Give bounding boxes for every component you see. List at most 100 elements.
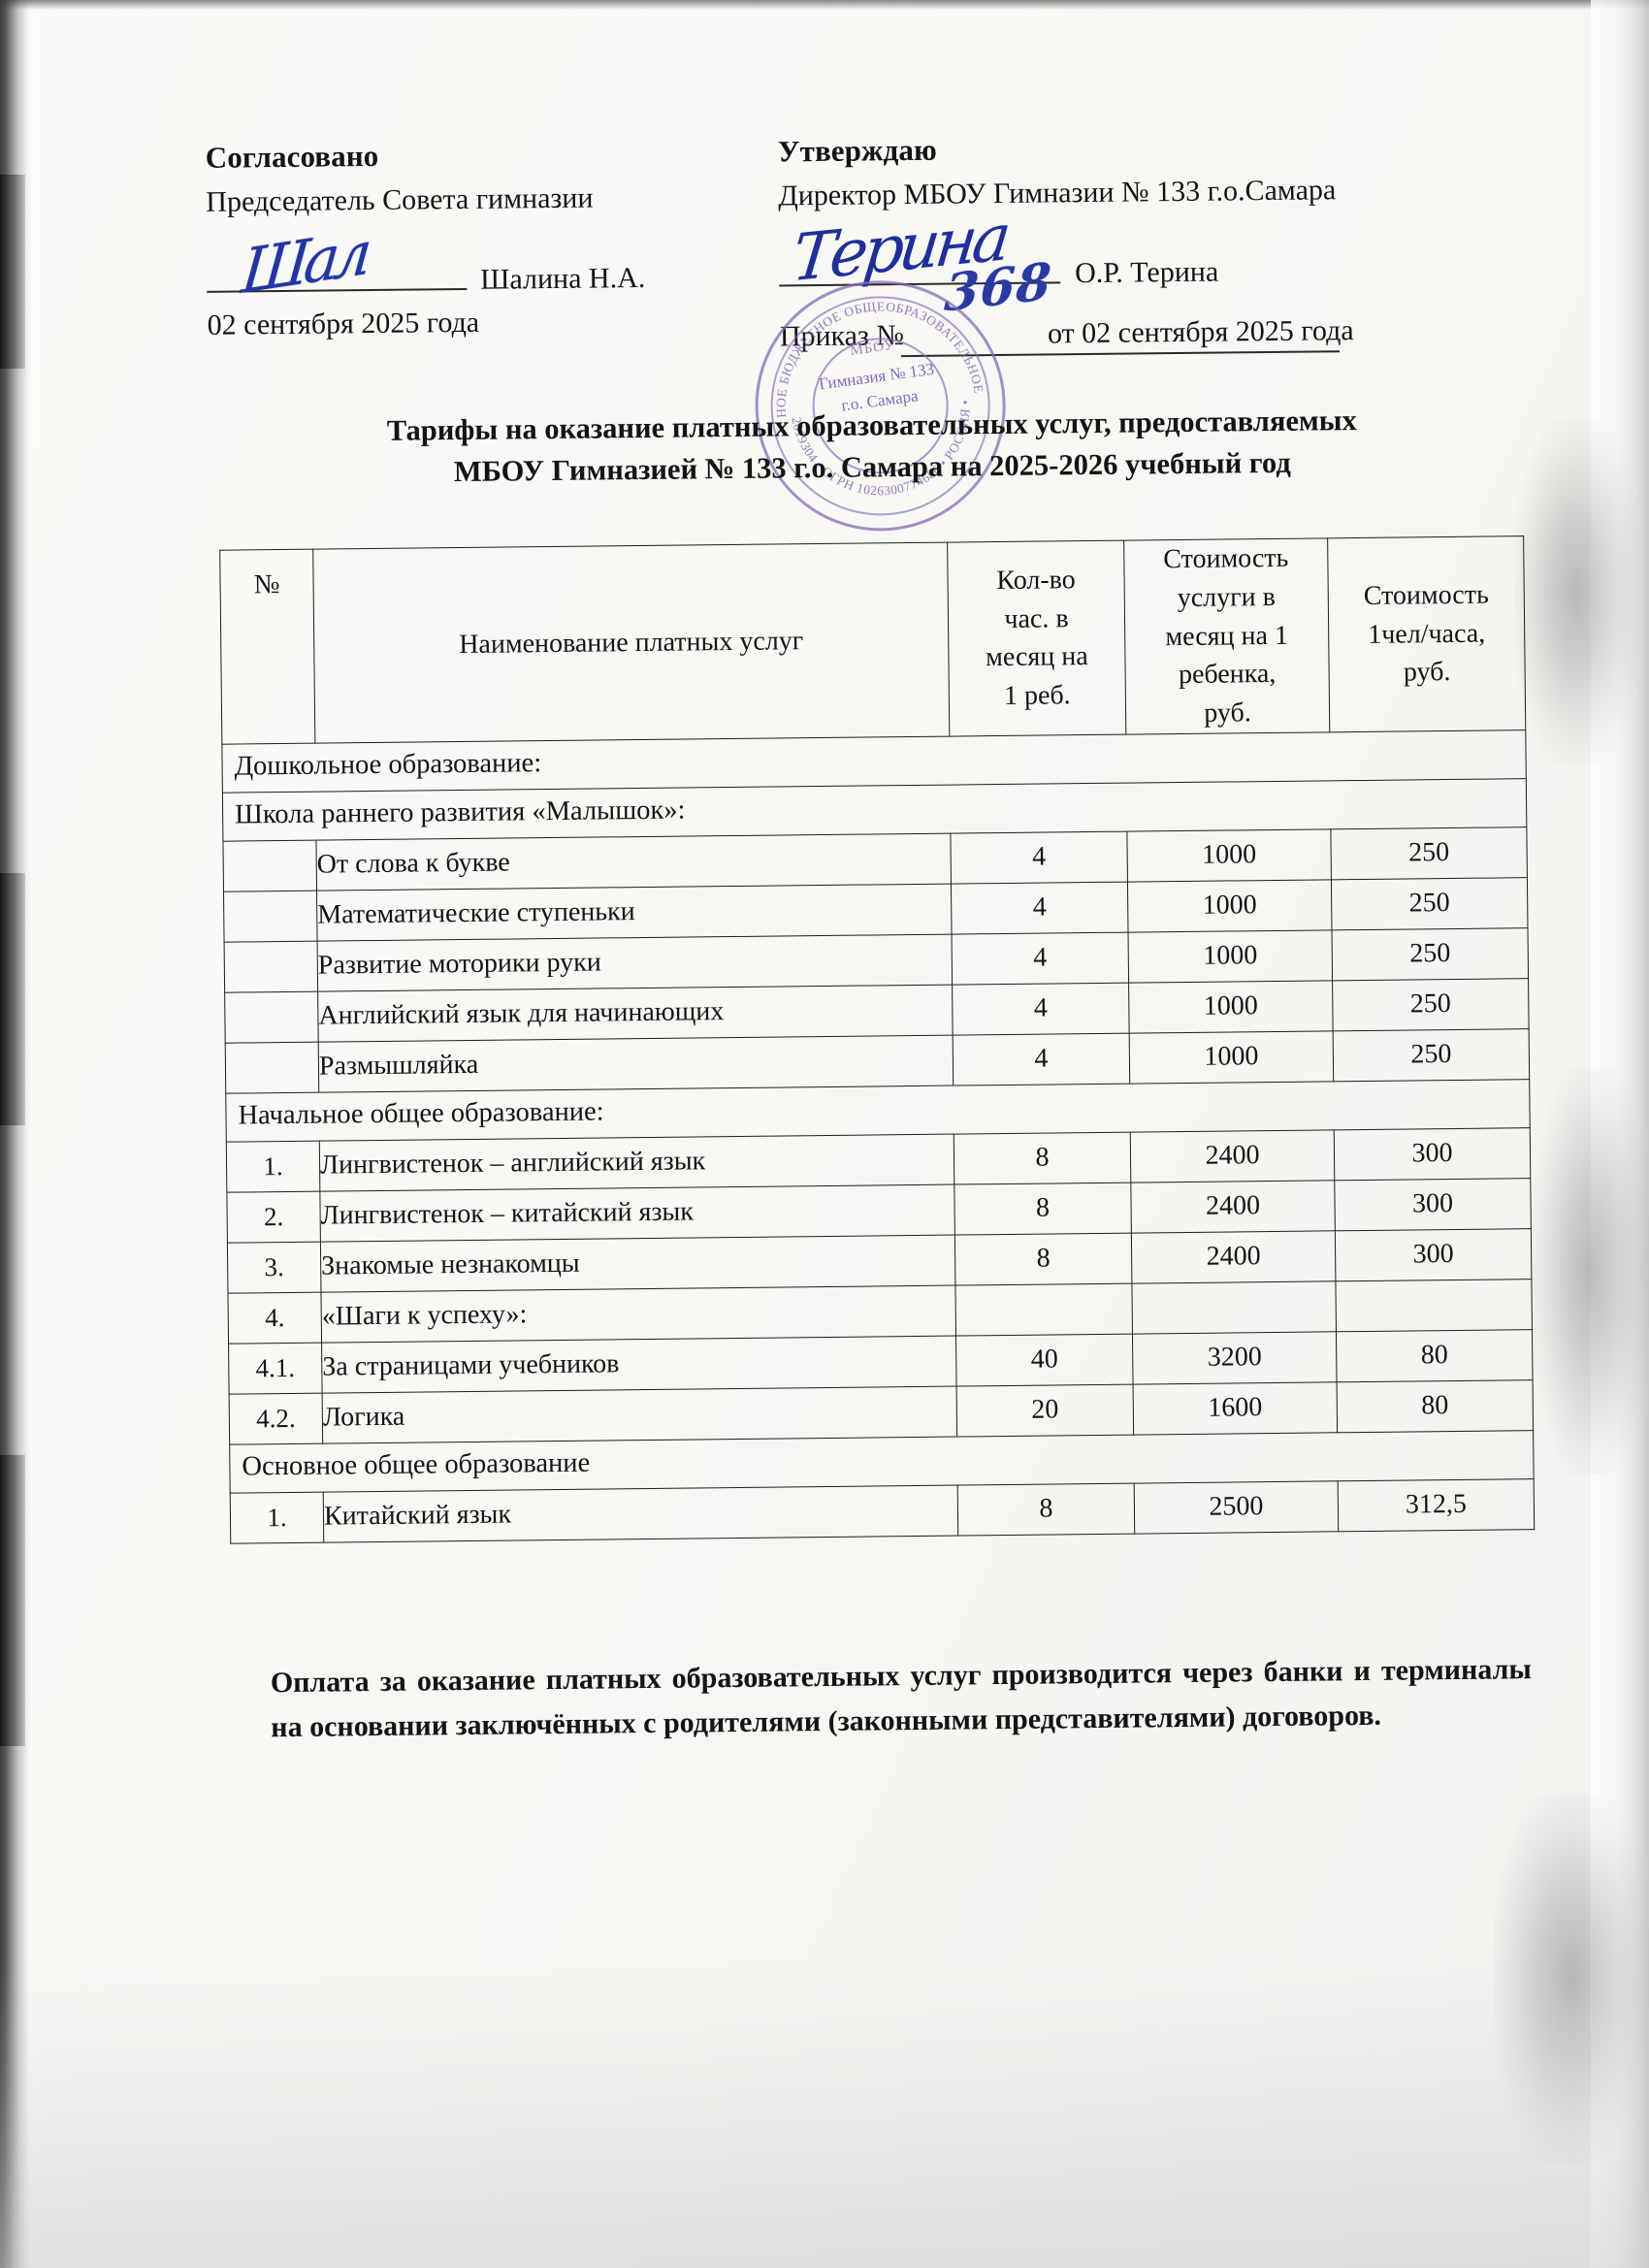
- row-service-name-cell: Лингвистенок – английский язык: [319, 1133, 954, 1191]
- row-hours-cell: 4: [950, 830, 1128, 884]
- row-hourly-cost-cell: 250: [1332, 927, 1529, 981]
- col-header-hourly-cost: Стоимость 1чел/часа, руб.: [1327, 535, 1526, 732]
- row-hours-cell: 8: [957, 1482, 1135, 1536]
- row-number-cell: [224, 940, 318, 992]
- order-date-label: от 02 сентября 2025 года: [1047, 314, 1354, 350]
- scan-left-band-mid: [0, 873, 25, 1125]
- col-header-cost-l2: услуги в: [1177, 581, 1276, 613]
- row-monthly-cost-cell: [1131, 1280, 1337, 1334]
- row-hours-cell: 20: [956, 1383, 1134, 1437]
- scan-top-dark-strip: [0, 0, 1649, 10]
- row-monthly-cost-cell: 2400: [1130, 1129, 1335, 1183]
- row-monthly-cost-cell: 3200: [1132, 1331, 1338, 1384]
- row-hourly-cost-cell: 250: [1331, 877, 1528, 930]
- approval-word-right: Утверждаю: [777, 132, 937, 169]
- row-service-name-cell: Размышляйка: [318, 1034, 954, 1092]
- row-monthly-cost-cell: 1600: [1133, 1381, 1338, 1435]
- col-header-unit-l1: Стоимость: [1363, 579, 1489, 611]
- scan-left-dark-edge: [0, 0, 33, 2268]
- row-monthly-cost-cell: 2500: [1134, 1480, 1339, 1534]
- table-header-row: № Наименование платных услуг Кол-во час.…: [219, 535, 1526, 744]
- row-service-name-cell: Развитие моторики руки: [317, 933, 953, 991]
- signature-row-right: О.Р. Терина: [779, 249, 1536, 300]
- row-number-cell: [225, 1041, 319, 1093]
- tariff-table: № Наименование платных услуг Кол-во час.…: [219, 535, 1535, 1543]
- row-hours-cell: 4: [952, 982, 1130, 1035]
- scan-left-band-lower: [0, 1455, 25, 1746]
- col-header-hours-l3: месяц на: [985, 641, 1088, 673]
- document-title-line-2: МБОУ Гимназией № 133 г.о. Самара на 2025…: [453, 446, 1291, 489]
- row-hourly-cost-cell: 250: [1333, 1028, 1530, 1082]
- header-approval-right: Утверждаю Директор МБОУ Гимназии № 133 г…: [777, 124, 1536, 358]
- row-monthly-cost-cell: 1000: [1126, 828, 1332, 882]
- row-hourly-cost-cell: 312,5: [1338, 1478, 1535, 1532]
- signature-rule-right: [779, 281, 1061, 287]
- row-service-name-cell: Лингвистенок – китайский язык: [319, 1183, 955, 1242]
- row-number-cell: 4.: [227, 1291, 322, 1344]
- approval-word-left: Согласовано: [205, 138, 379, 175]
- scan-right-grey-edge: [1591, 0, 1649, 2268]
- col-header-monthly-cost: Стоимость услуги в месяц на 1 ребенка, р…: [1123, 537, 1330, 734]
- row-hours-cell: 4: [952, 931, 1129, 985]
- row-hourly-cost-cell: 80: [1336, 1329, 1534, 1382]
- row-hours-cell: 8: [954, 1182, 1132, 1235]
- row-monthly-cost-cell: 1000: [1129, 1030, 1334, 1084]
- row-monthly-cost-cell: 1000: [1128, 929, 1333, 983]
- row-hourly-cost-cell: 300: [1335, 1228, 1532, 1281]
- row-number-cell: 1.: [226, 1140, 320, 1192]
- payment-note-paragraph: Оплата за оказание платных образовательн…: [271, 1647, 1533, 1749]
- order-number-underline: [901, 350, 1341, 358]
- order-reference-row: Приказ № от 02 сентября 2025 года: [779, 309, 1536, 358]
- signature-row-left: Шалина Н.А.: [207, 258, 769, 307]
- document-title-line-1: Тарифы на оказание платных образовательн…: [386, 404, 1357, 447]
- col-header-cost-l1: Стоимость: [1163, 542, 1289, 575]
- stamp-center-line-1: Гимназия № 133: [818, 359, 936, 394]
- col-header-number: №: [219, 549, 315, 744]
- row-service-name-cell: Знакомые незнакомцы: [320, 1234, 955, 1292]
- col-header-hours-l1: Кол-во: [996, 565, 1076, 596]
- col-header-cost-l4: ребенка,: [1178, 659, 1277, 691]
- tariff-table-wrapper: № Наименование платных услуг Кол-во час.…: [219, 535, 1535, 1543]
- row-number-cell: 4.1.: [228, 1342, 323, 1394]
- signer-name-left: Шалина Н.А.: [480, 262, 646, 297]
- row-hourly-cost-cell: 300: [1334, 1127, 1531, 1181]
- row-service-name-cell: Математические ступеньки: [316, 883, 953, 941]
- scan-left-band-upper: [0, 175, 25, 369]
- row-number-cell: 1.: [230, 1491, 324, 1543]
- row-hours-cell: 8: [954, 1131, 1131, 1184]
- approval-date-left: 02 сентября 2025 года: [207, 307, 480, 342]
- row-number-cell: [223, 890, 318, 942]
- row-monthly-cost-cell: 1000: [1128, 980, 1334, 1033]
- col-header-cost-l5: руб.: [1204, 697, 1251, 729]
- row-number-cell: [224, 990, 319, 1043]
- order-prefix-label: Приказ №: [779, 319, 905, 353]
- row-number-cell: [222, 839, 317, 891]
- row-hourly-cost-cell: [1335, 1279, 1533, 1332]
- document-title: Тарифы на оказание платных образовательн…: [232, 398, 1513, 496]
- header-approval-left: Согласовано Председатель Совета гимназии…: [206, 133, 770, 345]
- row-service-name-cell: Английский язык для начинающих: [317, 984, 954, 1042]
- payment-note-line-3: (законными представителями) договоров.: [827, 1699, 1382, 1737]
- row-hourly-cost-cell: 250: [1330, 826, 1528, 880]
- row-hours-cell: 40: [955, 1333, 1134, 1386]
- row-number-cell: 4.2.: [229, 1392, 323, 1444]
- col-header-service-name: Наименование платных услуг: [312, 542, 950, 743]
- row-monthly-cost-cell: 1000: [1127, 879, 1333, 932]
- row-hours-cell: 4: [951, 881, 1129, 934]
- row-service-name-cell: За страницами учебников: [321, 1335, 957, 1393]
- row-hours-cell: [954, 1282, 1133, 1336]
- payment-note-line-1: Оплата за оказание платных образовательн…: [270, 1656, 1253, 1700]
- row-monthly-cost-cell: 2400: [1130, 1180, 1336, 1233]
- row-hours-cell: 8: [954, 1232, 1132, 1285]
- row-service-name-cell: Китайский язык: [323, 1484, 958, 1542]
- row-hourly-cost-cell: 300: [1334, 1178, 1532, 1231]
- col-header-hours-l2: час. в: [1004, 602, 1069, 634]
- row-service-name-cell: От слова к букве: [315, 832, 952, 891]
- approver-role-right: Директор МБОУ Гимназии № 133 г.о.Самара: [778, 174, 1337, 212]
- row-service-name-cell: «Шаги к успеху»:: [320, 1284, 956, 1343]
- row-service-name-cell: Логика: [322, 1385, 957, 1443]
- row-number-cell: 2.: [226, 1190, 321, 1243]
- row-number-cell: 3.: [227, 1241, 321, 1293]
- col-header-hours-l4: 1 реб.: [1003, 680, 1071, 712]
